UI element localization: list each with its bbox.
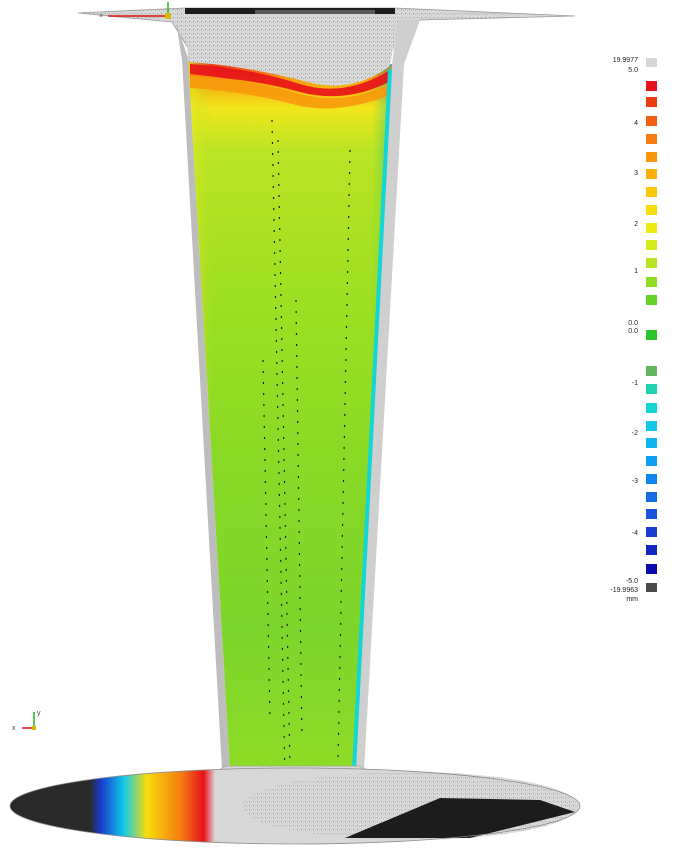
triad-y-label: y <box>37 710 41 717</box>
color-swatch <box>646 97 657 108</box>
color-swatch <box>646 258 657 269</box>
color-swatch <box>646 329 657 340</box>
color-swatch <box>646 205 657 216</box>
scale-label-minus-2: -2 <box>631 430 638 437</box>
coordinate-origin-icon: × <box>99 2 171 20</box>
scale-label-overflow-low: -19.9963 <box>610 587 638 594</box>
color-swatch <box>646 168 657 179</box>
color-swatch <box>646 474 657 484</box>
color-swatch <box>646 294 657 305</box>
scale-label-minus-4: -4 <box>631 530 638 537</box>
scale-label-2: 2 <box>634 221 638 228</box>
color-swatch <box>646 509 657 519</box>
color-swatch <box>646 115 657 126</box>
blade-left-edge <box>176 22 230 770</box>
color-swatch <box>646 152 657 162</box>
scale-label-overflow-high: 19.9977 <box>612 57 638 64</box>
svg-text:×: × <box>99 13 103 20</box>
scale-label-minus-3: -3 <box>631 478 638 485</box>
bottom-platform-outline <box>9 767 581 845</box>
blade-right-cyan <box>352 70 392 770</box>
color-swatch <box>646 80 657 91</box>
color-swatch <box>646 563 657 574</box>
color-swatch <box>646 133 657 144</box>
blade-right-edge <box>356 20 420 770</box>
blade-top-cap <box>186 20 398 86</box>
color-swatch <box>646 527 657 538</box>
blade-surface-shade <box>188 58 392 770</box>
scale-label-zero-upper: 0.0 <box>628 320 638 327</box>
color-swatch <box>646 223 657 234</box>
color-swatch <box>646 545 657 556</box>
blade-top-orange-band <box>190 74 389 109</box>
color-swatch <box>646 187 657 197</box>
color-swatch <box>646 402 657 413</box>
scale-label-zero-lower: 0.0 <box>628 328 638 335</box>
top-edge-speck <box>255 10 375 14</box>
scale-unit-label: mm <box>626 596 638 603</box>
scale-label-4: 4 <box>634 120 638 127</box>
color-swatch <box>646 366 657 377</box>
scale-label-max: 5.0 <box>628 67 638 74</box>
triad-x-label: x <box>12 725 16 732</box>
scale-label-3: 3 <box>634 170 638 177</box>
color-scale-legend: 19.9977 5.0 4 3 2 1 0.0 0.0 -1 -2 -3 -4 … <box>598 54 695 614</box>
scan-noise <box>262 119 351 781</box>
color-swatch <box>646 420 657 431</box>
blade-top-red-band <box>190 64 390 97</box>
color-swatch <box>646 492 657 503</box>
color-swatch <box>646 583 657 593</box>
scale-label-1: 1 <box>634 268 638 275</box>
color-swatch <box>646 437 657 448</box>
bottom-platform-dark-patch <box>345 798 575 838</box>
color-swatch <box>646 58 657 68</box>
axis-triad-icon: y x <box>12 710 41 732</box>
scale-label-min: -5.0 <box>625 578 638 585</box>
color-swatch <box>646 384 657 395</box>
scale-label-minus-1: -1 <box>631 380 638 387</box>
color-swatch <box>646 455 657 466</box>
color-swatch <box>646 276 657 287</box>
color-swatch <box>646 240 657 251</box>
